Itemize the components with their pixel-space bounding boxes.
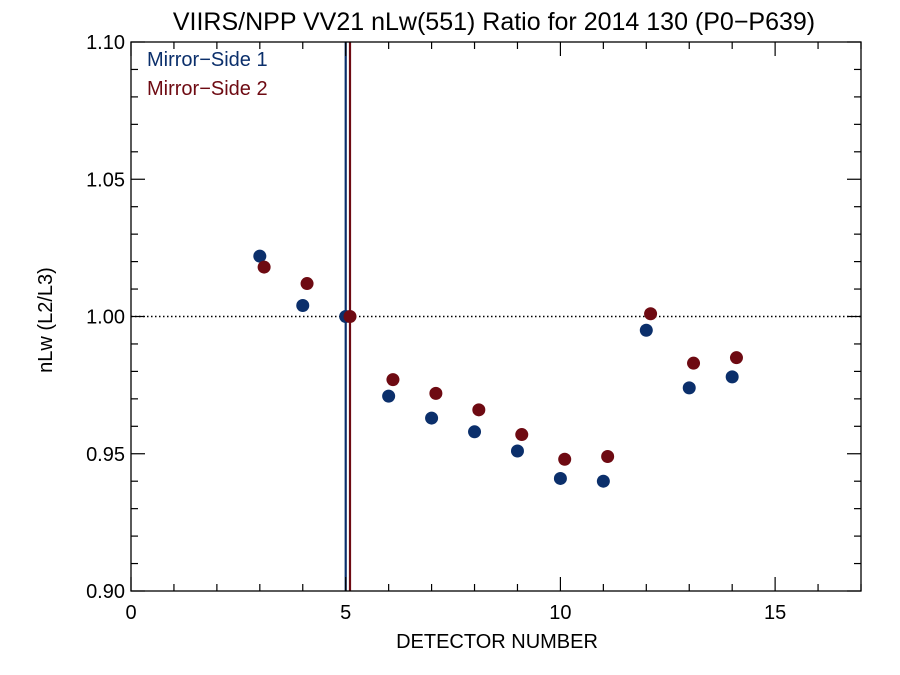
legend-entry-series-1: Mirror−Side 1 bbox=[147, 49, 268, 71]
legend: Mirror−Side 1 Mirror−Side 2 bbox=[147, 49, 268, 100]
point-series-1-6 bbox=[468, 425, 482, 439]
y-tick-label: 1.00 bbox=[86, 307, 125, 329]
point-series-1-1 bbox=[253, 249, 267, 263]
point-series-1-8 bbox=[553, 471, 567, 485]
x-tick-label: 0 bbox=[125, 602, 136, 624]
x-axis-label: DETECTOR NUMBER bbox=[396, 631, 598, 653]
point-series-2-11 bbox=[687, 356, 701, 370]
y-tick-label: 0.90 bbox=[86, 581, 125, 603]
reference-lines bbox=[131, 42, 861, 591]
point-series-2-2 bbox=[300, 277, 314, 291]
point-series-1-9 bbox=[596, 474, 610, 488]
point-series-2-4 bbox=[386, 373, 400, 387]
point-series-2-8 bbox=[558, 452, 572, 466]
point-series-2-5 bbox=[429, 386, 443, 400]
point-series-1-2 bbox=[296, 299, 310, 313]
point-series-2-10 bbox=[644, 307, 658, 321]
point-series-1-12 bbox=[725, 370, 739, 384]
point-series-2-12 bbox=[729, 351, 743, 365]
point-series-2-7 bbox=[515, 428, 529, 442]
point-series-1-11 bbox=[682, 381, 696, 395]
x-tick-label: 5 bbox=[340, 602, 351, 624]
point-series-1-5 bbox=[425, 411, 439, 425]
point-series-2-1 bbox=[257, 260, 271, 274]
y-tick-label: 1.05 bbox=[86, 169, 125, 191]
point-series-1-4 bbox=[382, 389, 396, 403]
chart-title: VIIRS/NPP VV21 nLw(551) Ratio for 2014 1… bbox=[173, 8, 815, 36]
point-series-1-7 bbox=[510, 444, 524, 458]
y-axis-label: nLw (L2/L3) bbox=[35, 267, 57, 373]
data-points bbox=[253, 249, 743, 488]
y-tick-label: 1.10 bbox=[86, 32, 125, 54]
x-tick-label: 10 bbox=[549, 602, 571, 624]
legend-entry-series-2: Mirror−Side 2 bbox=[147, 78, 268, 100]
axes: 0 5 10 15 0.90 0.95 1.00 1.05 1.10 bbox=[86, 32, 862, 624]
y-tick-label: 0.95 bbox=[86, 444, 125, 466]
x-tick-label: 15 bbox=[764, 602, 786, 624]
point-series-2-3 bbox=[343, 310, 357, 323]
point-series-1-10 bbox=[639, 323, 653, 337]
point-series-2-9 bbox=[601, 449, 615, 463]
point-series-2-6 bbox=[472, 403, 486, 417]
